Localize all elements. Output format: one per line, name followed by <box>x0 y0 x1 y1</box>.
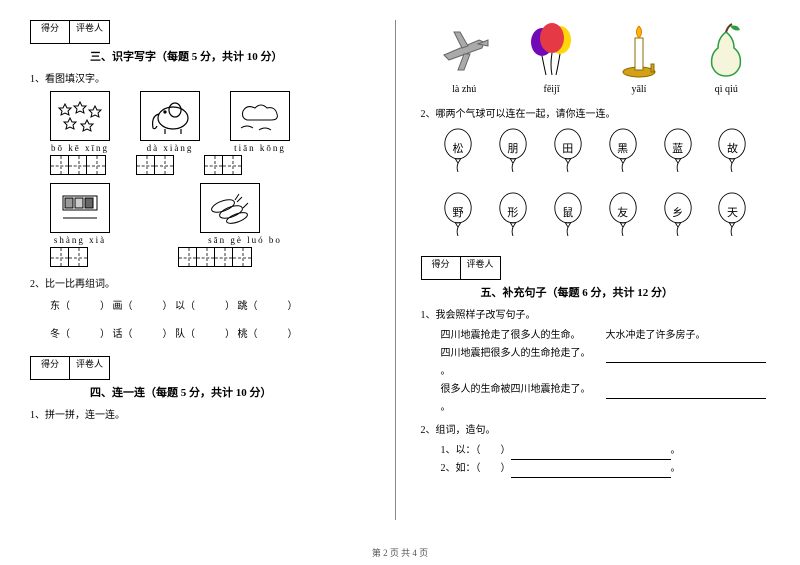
sentence-2: 四川地震把很多人的生命抢走了。 <box>441 348 586 359</box>
pear-icon <box>696 20 756 80</box>
blank-line[interactable] <box>511 448 671 460</box>
score-label: 得分 <box>421 256 461 280</box>
balloon-item[interactable]: 松 <box>440 128 476 172</box>
prompt-2: 2、如：（ <box>441 463 481 474</box>
stars-icon <box>50 91 110 141</box>
elephant-icon <box>140 91 200 141</box>
up-down-icon <box>50 183 110 233</box>
grader-label: 评卷人 <box>70 20 110 44</box>
pinyin-text: dà xiàng <box>140 143 200 153</box>
balloon-row-2: 野形鼠友乡天 <box>431 192 761 236</box>
balloon-item[interactable]: 故 <box>714 128 750 172</box>
prompt-1: 1、以：（ <box>441 445 481 456</box>
blank-line[interactable] <box>606 351 766 363</box>
balloon-item[interactable]: 野 <box>440 192 476 236</box>
score-box-5: 得分 评卷人 <box>421 256 771 280</box>
question-5-1: 1、我会照样子改写句子。 <box>421 306 771 321</box>
balloon-item[interactable]: 田 <box>550 128 586 172</box>
image-row-1 <box>50 91 380 141</box>
make-sentence-block: 1、以：（ ）。 2、如：（ ）。 <box>441 442 771 478</box>
pinyin-text: shàng xià <box>50 235 110 245</box>
pinyin-row-2: shàng xià sān gè luó bo <box>50 235 380 245</box>
compare-row-1: 东（） 画（） 以（） 跳（） <box>50 296 380 318</box>
balloon-item[interactable]: 黑 <box>605 128 641 172</box>
grader-label: 评卷人 <box>70 356 110 380</box>
grader-label: 评卷人 <box>461 256 501 280</box>
compare-row-2: 冬（） 话（） 队（） 桃（） <box>50 324 380 346</box>
balloon-item[interactable]: 鼠 <box>550 192 586 236</box>
balloon-item[interactable]: 蓝 <box>660 128 696 172</box>
balloon-item[interactable]: 乡 <box>660 192 696 236</box>
match-icons-row <box>421 20 771 80</box>
write-grid[interactable] <box>136 155 174 175</box>
score-label: 得分 <box>30 356 70 380</box>
balloon-item[interactable]: 朋 <box>495 128 531 172</box>
sentence-1: 四川地震抢走了很多人的生命。 <box>441 330 576 341</box>
blank-line[interactable] <box>606 387 766 399</box>
balloon-item[interactable]: 天 <box>714 192 750 236</box>
section-5-title: 五、补充句子（每题 6 分，共计 12 分） <box>481 284 771 300</box>
grid-row-2 <box>50 247 380 267</box>
balloon-item[interactable]: 友 <box>605 192 641 236</box>
blank-line[interactable] <box>511 466 671 478</box>
question-2: 2、比一比再组词。 <box>30 275 380 290</box>
question-5-2: 2、组词，造句。 <box>421 421 771 436</box>
score-label: 得分 <box>30 20 70 44</box>
image-row-2 <box>50 183 380 233</box>
pinyin-text: bō kē xīng <box>50 143 110 153</box>
right-column: là zhú fēijī yālí qì qiú 2、哪两个气球可以连在一起，请… <box>406 20 771 520</box>
pinyin-text: fēijī <box>522 84 582 95</box>
pinyin-text: qì qiú <box>696 84 756 95</box>
section-4-title: 四、连一连（每题 5 分，共计 10 分） <box>90 384 380 400</box>
score-box-4: 得分 评卷人 <box>30 356 380 380</box>
airplane-icon <box>434 20 494 80</box>
section-3-title: 三、识字写字（每题 5 分，共计 10 分） <box>90 48 380 64</box>
sentence-block: 四川地震抢走了很多人的生命。 大水冲走了许多房子。 四川地震把很多人的生命抢走了… <box>441 327 771 417</box>
balloons-icon <box>522 20 582 80</box>
balloon-row-1: 松朋田黑蓝故 <box>431 128 761 172</box>
pinyin-row-1: bō kē xīng dà xiàng tiān kōng <box>50 143 380 153</box>
match-pinyin-row: là zhú fēijī yālí qì qiú <box>421 84 771 95</box>
write-grid[interactable] <box>50 155 106 175</box>
grid-row-1 <box>50 155 380 175</box>
carrot-icon <box>200 183 260 233</box>
pinyin-text: là zhú <box>434 84 494 95</box>
question-4-1: 1、拼一拼，连一连。 <box>30 406 380 421</box>
pinyin-text: tiān kōng <box>230 143 290 153</box>
balloon-item[interactable]: 形 <box>495 192 531 236</box>
pinyin-text: yālí <box>609 84 669 95</box>
write-grid[interactable] <box>204 155 242 175</box>
sentence-1b: 大水冲走了许多房子。 <box>606 330 706 341</box>
left-column: 得分 评卷人 三、识字写字（每题 5 分，共计 10 分） 1、看图填汉字。 <box>30 20 396 520</box>
question-r2: 2、哪两个气球可以连在一起，请你连一连。 <box>421 105 771 120</box>
sentence-3: 很多人的生命被四川地震抢走了。 <box>441 384 586 395</box>
write-grid[interactable] <box>178 247 252 267</box>
score-box-3: 得分 评卷人 <box>30 20 380 44</box>
pinyin-text: sān gè luó bo <box>200 235 290 245</box>
balloon-section: 松朋田黑蓝故 野形鼠友乡天 <box>431 128 761 236</box>
write-grid[interactable] <box>50 247 88 267</box>
question-1: 1、看图填汉字。 <box>30 70 380 85</box>
page-footer: 第 2 页 共 4 页 <box>0 546 800 559</box>
sky-icon <box>230 91 290 141</box>
candle-icon <box>609 20 669 80</box>
